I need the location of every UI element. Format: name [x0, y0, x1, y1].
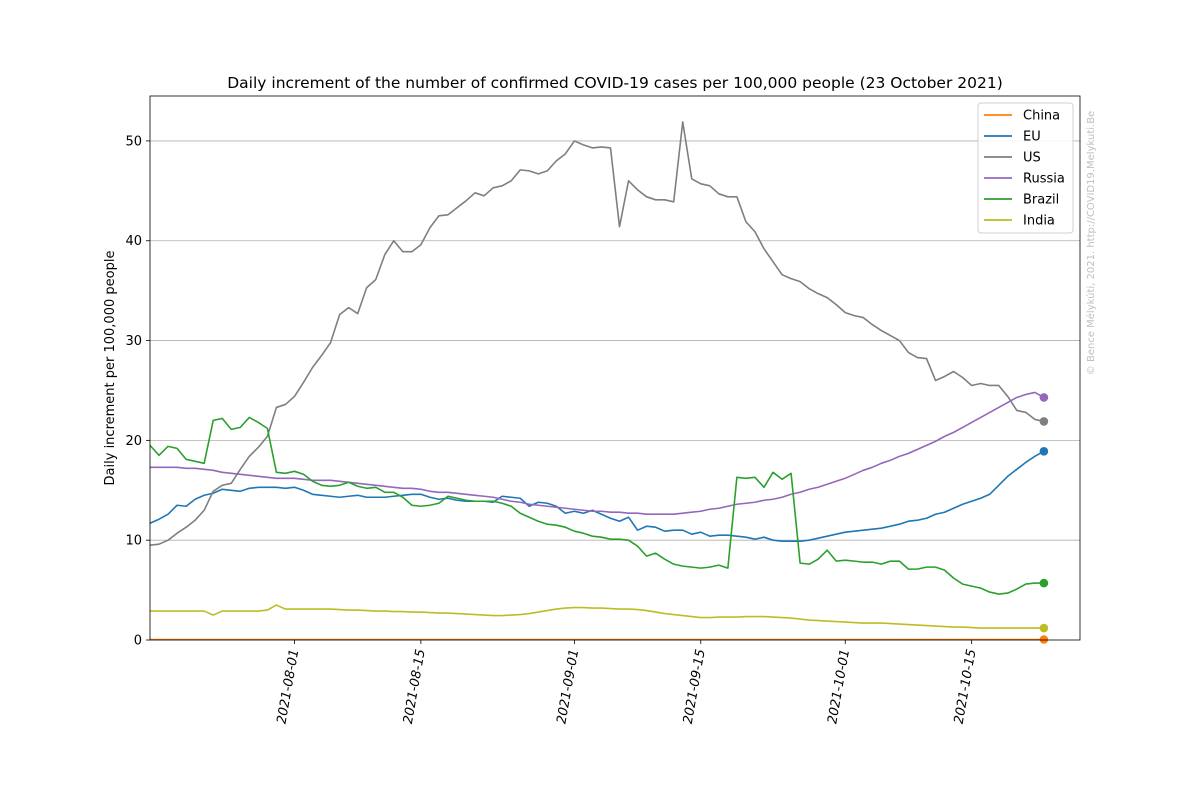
x-tick-label: 2021-08-01	[275, 648, 303, 725]
series-endpoint-india	[1039, 623, 1049, 633]
legend: China EU US Russia Brazil India	[977, 102, 1074, 234]
y-tick-label: 40	[125, 234, 142, 249]
legend-label: India	[1023, 214, 1055, 229]
series-endpoint-china	[1039, 635, 1049, 644]
x-tick-label: 2021-10-15	[952, 648, 980, 725]
grid	[150, 140, 1080, 541]
y-axis-label: Daily increment per 100,000 people	[103, 251, 118, 486]
legend-label: EU	[1023, 130, 1041, 145]
x-axis-ticks: 2021-08-01 2021-08-15 2021-09-01 2021-09-15…	[275, 640, 980, 725]
y-tick-label: 20	[125, 434, 142, 449]
series-line-brazil	[149, 416, 1044, 595]
legend-label: US	[1023, 151, 1041, 166]
series-line-eu	[149, 450, 1045, 542]
series-endpoint-eu	[1039, 447, 1049, 456]
x-tick-label: 2021-08-15	[401, 648, 429, 725]
series-endpoint-russia	[1039, 393, 1049, 402]
legend-label: Brazil	[1023, 193, 1059, 208]
axes	[149, 95, 1081, 641]
y-axis-ticks: 0 10 20 30 40 50	[125, 134, 150, 649]
legend-label: China	[1023, 109, 1060, 124]
y-tick-label: 10	[125, 534, 142, 549]
chart-title: Daily increment of the number of confirm…	[227, 74, 1003, 92]
y-tick-label: 30	[125, 334, 142, 349]
plot-frame	[149, 95, 1081, 641]
x-tick-label: 2021-09-01	[554, 648, 582, 725]
legend-label: Russia	[1023, 172, 1065, 187]
series-endpoint-us	[1039, 417, 1049, 426]
y-tick-label: 0	[134, 634, 142, 649]
series-layer	[149, 121, 1049, 644]
series-line-india	[150, 604, 1044, 629]
series-endpoint-brazil	[1039, 578, 1049, 588]
watermark: © Bence Mélykúti, 2021. http://COVID19.M…	[1085, 111, 1097, 375]
y-tick-label: 50	[125, 134, 142, 149]
series-line-russia	[150, 391, 1045, 516]
x-tick-label: 2021-10-01	[825, 648, 853, 725]
series-line-us	[149, 121, 1045, 546]
x-tick-label: 2021-09-15	[681, 648, 709, 725]
